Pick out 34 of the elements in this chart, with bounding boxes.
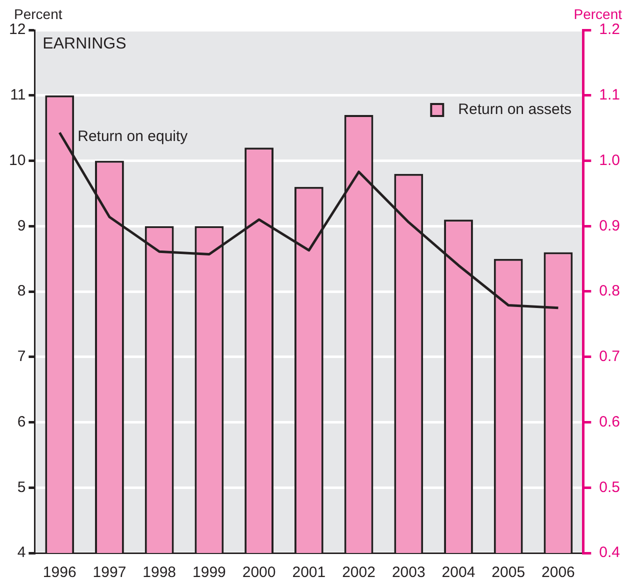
y2-tick-label: 1.0 [599, 152, 620, 169]
series-label: Return on equity [78, 128, 188, 145]
y-tick-label: 12 [8, 21, 26, 38]
y-tick-label: 6 [17, 413, 26, 430]
y-tick-label: 11 [10, 86, 26, 104]
y-tick-label: 10 [8, 152, 26, 169]
y2-tick-label: 1.2 [599, 21, 620, 38]
x-tick-label: 1996 [42, 564, 76, 582]
y-axis-title: Percent [14, 6, 62, 22]
y-tick-label: 9 [17, 217, 26, 234]
x-tick-label: 2005 [492, 564, 526, 582]
y-tick-label: 4 [17, 544, 26, 562]
x-tick-label: 2000 [242, 564, 276, 582]
x-tick-label: 1999 [192, 564, 226, 582]
x-tick-label: 2002 [342, 564, 376, 582]
y2-tick-label: 0.4 [599, 544, 620, 562]
y2-tick-label: 0.7 [599, 348, 620, 366]
x-tick-label: 2004 [442, 564, 476, 582]
y2-tick-label: 0.6 [599, 413, 620, 430]
y2-axis-title: Percent [574, 6, 622, 22]
y-tick-label: 7 [17, 348, 26, 366]
legend-label: Return on assets [458, 101, 572, 118]
x-tick-label: 2003 [392, 564, 426, 582]
x-tick-label: 2006 [542, 564, 575, 582]
y-tick-label: 5 [17, 478, 26, 496]
y2-tick-label: 0.8 [599, 282, 620, 300]
y2-tick-label: 0.9 [599, 217, 620, 234]
y2-tick-label: 0.5 [599, 478, 620, 496]
x-tick-label: 1998 [142, 564, 176, 582]
x-tick-label: 1997 [92, 564, 126, 582]
y-tick-label: 8 [17, 282, 26, 300]
y2-tick-label: 1.1 [599, 86, 620, 104]
chart-title: EARNINGS [42, 35, 126, 52]
x-tick-label: 2001 [292, 564, 326, 582]
